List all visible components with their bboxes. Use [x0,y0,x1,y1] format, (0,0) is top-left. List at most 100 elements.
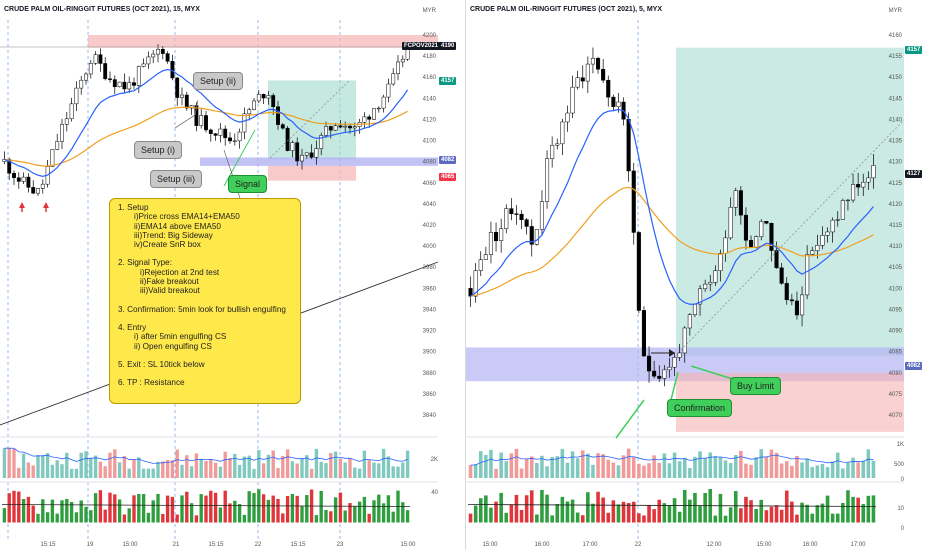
indicator-bar [199,494,203,523]
candle-body [228,137,232,142]
indicator-bar [247,491,251,523]
candle-body [769,223,774,251]
indicator-bar [79,500,83,523]
candle-body [698,288,703,305]
volume-bar [596,453,600,478]
volume-bar [540,455,544,478]
price-tick-label: 4140 [423,96,437,102]
volume-bar [189,466,194,478]
indicator-bar [84,506,88,523]
volume-bar [185,455,189,478]
candle-body [723,237,728,254]
volume-bar [84,451,88,478]
left-chart-panel[interactable]: 4200 4180 4160 4140 4120 4100 4080 4060 4040 4020… [0,0,466,550]
time-tick-label: 17:00 [582,542,598,548]
indicator-bar [494,501,498,523]
volume-bar [281,455,285,478]
volume-bar [616,465,621,478]
volume-bar [871,460,876,478]
indicator-bar [540,489,544,523]
indicator-bar [45,512,50,523]
volume-bar [575,458,580,478]
price-tick-label: 4020 [423,223,437,229]
candle-body [550,144,555,159]
candle-body [784,283,789,301]
indicator-bar [529,490,534,523]
volume-bar [739,450,743,478]
indicator-bar [631,501,636,523]
volume-bar [319,461,323,478]
candle-body [504,208,509,230]
indicator-bar [329,511,333,523]
volume-tick-label: 500 [894,462,905,468]
time-tick-label: 16:00 [534,542,550,548]
indicator-bar [343,510,347,523]
candle-body [50,149,55,167]
candle-body [348,125,352,129]
price-tick-label: 3920 [423,329,437,335]
indicator-bar [261,494,266,523]
entry-price-tag: 4082 [905,362,923,370]
indicator-bar [835,513,840,523]
candle-body [199,115,204,126]
indicator-bar [779,509,784,523]
indicator-bar [242,514,247,523]
price-tick-label: 3860 [423,392,437,398]
candle-body [851,184,856,201]
arrow-right-icon [669,349,675,357]
candle-body [381,96,386,109]
volume-bar [45,453,50,478]
indicator-bar [739,508,743,523]
indicator-bar [281,513,285,523]
indicator-bar [372,500,376,523]
indicator-bar [362,496,367,523]
indicator-bar [774,505,779,523]
volume-bar [276,468,280,478]
volume-bar [631,457,636,478]
indicator-bar [89,510,93,523]
indicator-bar [165,495,170,523]
volume-bar [555,456,560,478]
indicator-bar [825,495,830,523]
volume-bar [36,455,40,478]
volume-bar [213,462,218,478]
candle-body [805,254,810,296]
volume-bar [841,468,845,478]
volume-bar [338,458,343,478]
right-chart-canvas[interactable]: 4160 4155 4150 4145 4140 4135 4130 4125 4120 4115… [466,0,932,550]
volume-bar [708,452,713,478]
indicator-bar [7,493,11,523]
volume-bar [285,449,290,478]
strategy-note: 1. Setup i)Price cross EMA14+EMA50 ii)EM… [109,198,301,404]
callout-pointer [615,399,645,439]
indicator-bar [596,491,600,523]
indicator-bar [473,505,478,523]
volume-bar [65,452,69,478]
right-chart-panel[interactable]: 4160 4155 4150 4145 4140 4135 4130 4125 4120 4115… [466,0,932,550]
candle-body [687,314,692,329]
candle-body [136,66,141,86]
volume-ma-line [4,447,408,464]
currency-label: MYR [889,8,903,14]
indicator-bar [141,494,146,523]
candle-body [611,96,616,107]
indicator-bar [137,494,141,523]
candle-body [175,77,180,98]
volume-bar [611,462,616,478]
volume-bar [74,468,79,478]
indicator-bar [616,504,621,523]
volume-bar [295,463,299,478]
candle-body [820,235,825,246]
candle-body [271,95,276,107]
price-tick-label: 4105 [889,265,903,271]
note-line: iv)Create SnR box [134,240,201,250]
up-arrow-icon [43,202,49,208]
candle-body [74,87,79,105]
left-chart-canvas[interactable]: 4200 4180 4160 4140 4120 4100 4080 4060 4040 4020… [0,0,465,550]
volume-bar [688,467,692,478]
indicator-bar [535,514,539,523]
volume-bar [565,462,570,478]
indicator-bar [509,504,514,523]
indicator-bar [795,514,799,523]
candle-body [672,357,677,368]
